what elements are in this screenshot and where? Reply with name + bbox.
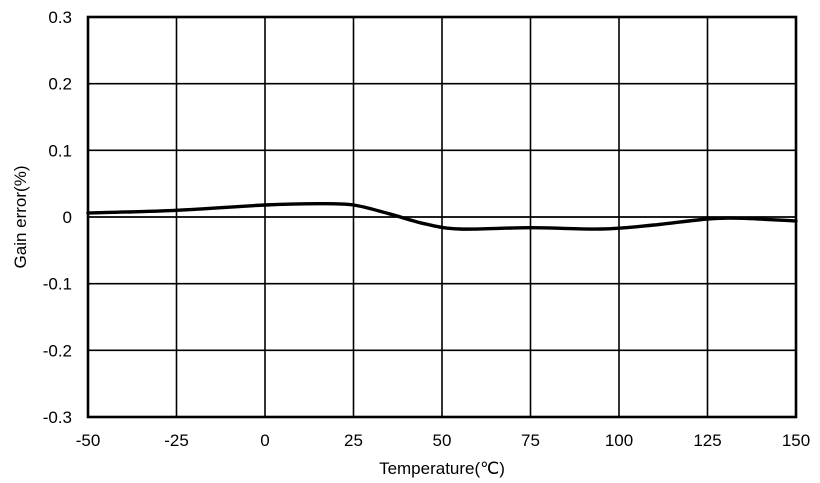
y-tick-label: -0.2: [43, 341, 72, 360]
y-axis-label: Gain error(%): [11, 166, 30, 269]
series-line: [86, 201, 798, 231]
x-tick-label: 125: [693, 431, 721, 450]
x-tick-label: 150: [782, 431, 810, 450]
x-tick-label: 75: [521, 431, 540, 450]
x-tick-label: 50: [433, 431, 452, 450]
y-tick-label: 0: [63, 208, 72, 227]
y-axis-ticks: 0.3 0.2 0.1 0 -0.1 -0.2 -0.3: [43, 8, 72, 427]
x-tick-label: 0: [260, 431, 269, 450]
x-tick-label: -25: [164, 431, 189, 450]
x-axis-label: Temperature(℃): [379, 459, 505, 478]
x-tick-label: 100: [605, 431, 633, 450]
y-tick-label: -0.3: [43, 408, 72, 427]
x-tick-label: -50: [76, 431, 101, 450]
plot-frame: [86, 15, 798, 419]
y-tick-label: 0.2: [48, 75, 72, 94]
x-axis-ticks: -50 -25 0 25 50 75 100 125 150: [76, 431, 810, 450]
y-tick-label: 0.3: [48, 8, 72, 27]
y-tick-label: 0.1: [48, 141, 72, 160]
x-tick-label: 25: [344, 431, 363, 450]
y-tick-label: -0.1: [43, 275, 72, 294]
